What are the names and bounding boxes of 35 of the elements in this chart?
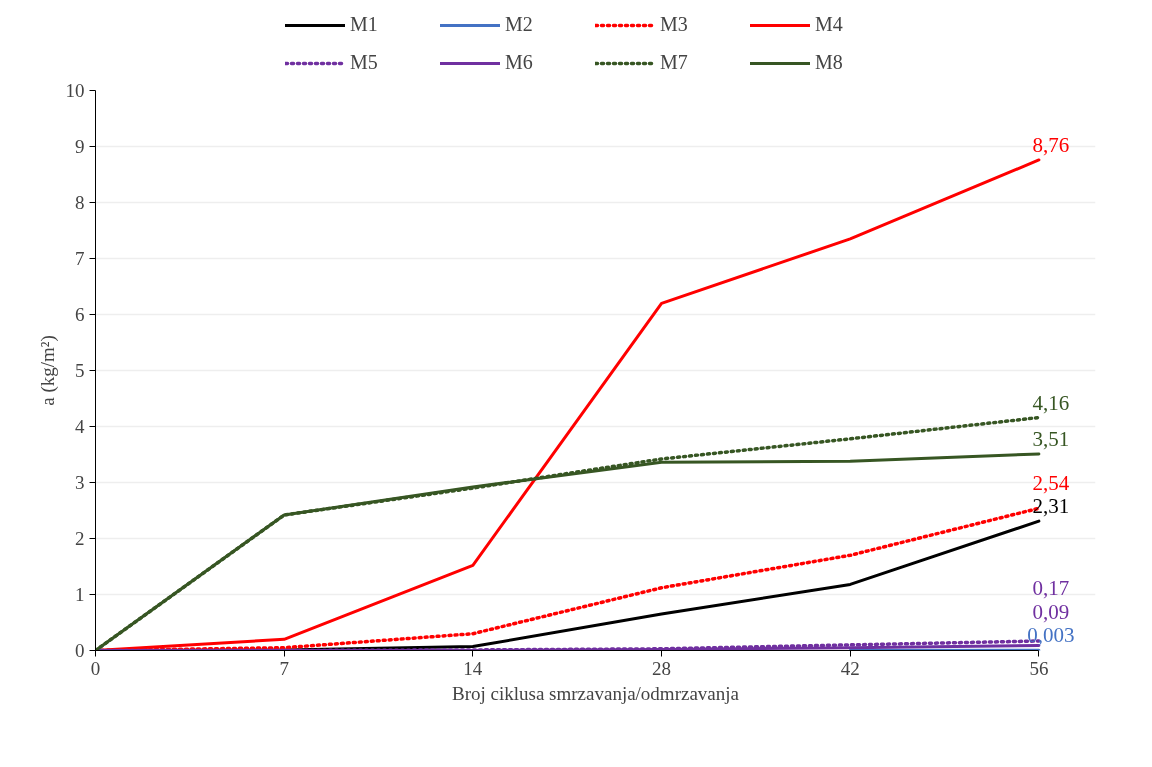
legend-label: M5 [350, 51, 379, 74]
y-axis-title: a (kg/m²) [36, 335, 59, 406]
y-tick-label: 3 [75, 472, 85, 493]
data-label: 8,76 [1032, 132, 1070, 157]
data-label: 4,16 [1032, 390, 1070, 415]
y-tick-label: 2 [75, 528, 85, 549]
data-label: 0,09 [1032, 599, 1070, 624]
x-tick-label: 7 [279, 657, 289, 679]
x-tick-label: 14 [463, 657, 483, 679]
y-tick-label: 7 [75, 248, 85, 269]
x-tick-label: 56 [1029, 657, 1049, 679]
x-axis-title: Broj ciklusa smrzavanja/odmrzavanja [452, 682, 740, 704]
legend-label: M1 [350, 13, 379, 36]
y-tick-label: 9 [75, 136, 85, 157]
y-tick-label: 8 [75, 192, 85, 213]
data-label: 2,31 [1032, 494, 1070, 519]
data-label: 2,54 [1032, 470, 1070, 495]
y-tick-label: 1 [75, 584, 85, 605]
y-tick-label: 6 [75, 304, 85, 325]
legend-label: M6 [505, 51, 534, 74]
x-tick-label: 42 [840, 657, 860, 679]
legend-label: M3 [660, 13, 689, 36]
data-label: 0,003 [1027, 623, 1075, 648]
y-tick-label: 5 [75, 360, 85, 381]
legend-label: M2 [505, 13, 534, 36]
data-label: 0,17 [1032, 576, 1070, 601]
legend-label: M4 [815, 13, 844, 36]
legend-label: M7 [660, 51, 689, 74]
legend-label: M8 [815, 51, 844, 74]
y-tick-label: 0 [75, 640, 85, 661]
x-tick-label: 0 [90, 657, 101, 679]
x-tick-label: 28 [652, 657, 672, 679]
data-label: 3,51 [1032, 426, 1070, 451]
y-tick-label: 10 [65, 80, 85, 101]
y-tick-label: 4 [75, 416, 85, 437]
